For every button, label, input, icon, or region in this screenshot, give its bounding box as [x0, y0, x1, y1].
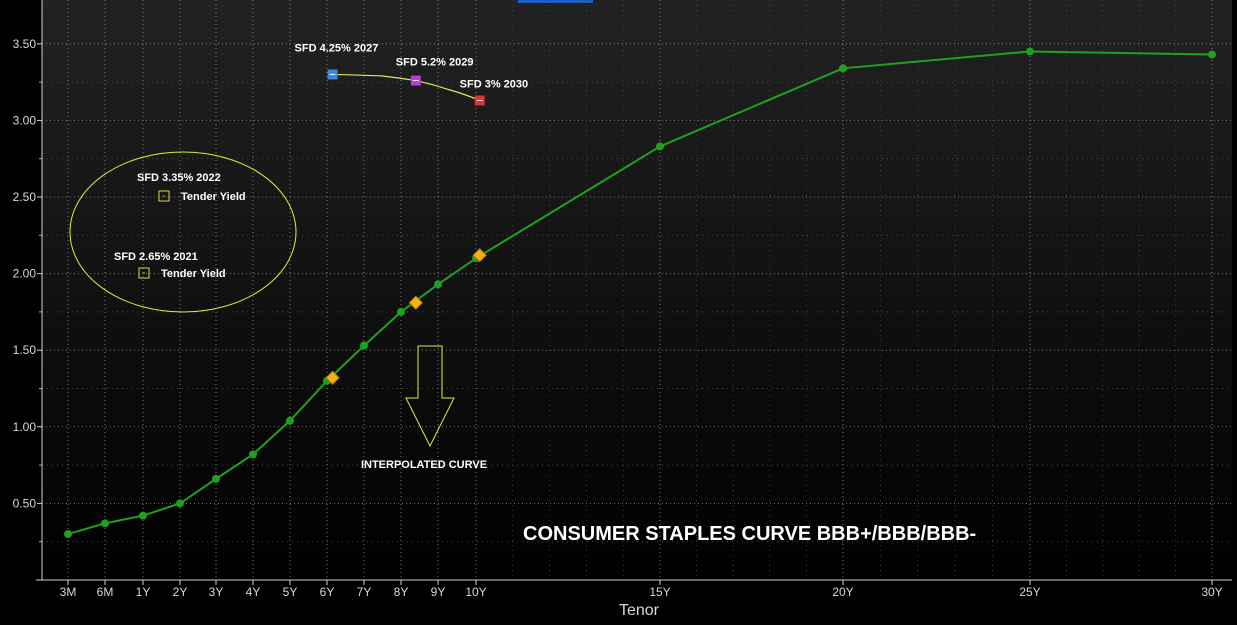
x-axis-ticks: 3M 6M 1Y 2Y 3Y 4Y 5Y 6Y 7Y 8Y 9Y 10Y 15Y 20Y 25Y 30Y	[60, 580, 1223, 599]
tender-marker-dot	[163, 195, 165, 197]
y-tick-label: 2.00	[13, 267, 37, 281]
x-tick-label: 30Y	[1201, 585, 1222, 599]
x-tick-label: 3M	[60, 585, 77, 599]
chart-title: CONSUMER STAPLES CURVE BBB+/BBB/BBB-	[523, 523, 976, 545]
yield-curve-line	[67, 50, 1213, 536]
yield-curve-point	[286, 416, 294, 425]
yield-curve-point	[656, 142, 664, 151]
x-tick-label: 7Y	[357, 585, 372, 599]
series-layer	[64, 47, 1216, 539]
down-arrow-icon	[405, 345, 455, 448]
x-tick-label: 8Y	[394, 585, 409, 599]
y-tick-label: 3.50	[13, 37, 37, 51]
tender-marker	[138, 267, 150, 279]
annotations-layer: SFD 4.25% 2027 SFD 5.2% 2029 SFD 3% 2030 SF…	[69, 42, 528, 448]
yield-curve-point	[64, 530, 72, 539]
tender-bond-label: SFD 3.35% 2022	[137, 172, 221, 184]
interpolated-curve-label: INTERPOLATED CURVE	[361, 459, 487, 471]
tender-bond-label: SFD 2.65% 2021	[114, 251, 198, 263]
plot-area	[42, 0, 1232, 580]
tender-marker-dot	[143, 272, 145, 274]
bond-label: SFD 3% 2030	[460, 78, 528, 90]
yield-curve-point	[249, 450, 257, 459]
y-tick-label: 2.50	[13, 190, 37, 204]
yield-curve-point	[212, 474, 220, 483]
x-tick-label: 5Y	[283, 585, 298, 599]
interpolated-point	[325, 370, 340, 385]
x-tick-label: 25Y	[1019, 585, 1040, 599]
yield-curve-point	[434, 280, 442, 289]
x-tick-label: 4Y	[246, 585, 261, 599]
interpolated-point	[408, 295, 424, 310]
y-tick-label: 1.50	[13, 343, 37, 357]
yield-curve-point	[139, 511, 147, 520]
yield-curve-point	[360, 341, 368, 350]
grid-lines	[42, 0, 1232, 580]
y-tick-label: 3.00	[13, 113, 37, 127]
y-axis-ticks: 0.50 1.00 1.50 2.00 2.50 3.00 3.50	[13, 37, 42, 543]
x-tick-label: 2Y	[173, 585, 188, 599]
x-tick-label: 10Y	[465, 585, 486, 599]
x-tick-label: 6M	[97, 585, 114, 599]
top-indicator	[518, 0, 593, 3]
axes	[36, 0, 1232, 581]
x-tick-label: 9Y	[431, 585, 446, 599]
bond-label: SFD 5.2% 2029	[396, 57, 474, 69]
interpolated-point	[472, 248, 487, 263]
bond-label: SFD 4.25% 2027	[295, 42, 379, 54]
yield-curve-point	[176, 499, 184, 508]
yield-curve-point	[397, 307, 405, 316]
tender-yield-label: Tender Yield	[161, 268, 226, 280]
yield-curve-point	[101, 519, 109, 528]
x-axis-label: Tenor	[619, 602, 660, 619]
y-tick-label: 0.50	[13, 496, 37, 510]
tender-ellipse	[69, 151, 297, 313]
tender-yield-label: Tender Yield	[181, 191, 246, 203]
y-tick-label: 1.00	[13, 420, 37, 434]
yield-curve-point	[839, 64, 847, 73]
x-tick-label: 1Y	[136, 585, 151, 599]
x-tick-label: 6Y	[320, 585, 335, 599]
yield-curve-point	[1208, 50, 1216, 59]
tender-marker	[158, 190, 170, 202]
x-tick-label: 20Y	[832, 585, 853, 599]
x-tick-label: 3Y	[209, 585, 224, 599]
x-tick-label: 15Y	[649, 585, 670, 599]
yield-curve-point	[1026, 47, 1034, 56]
